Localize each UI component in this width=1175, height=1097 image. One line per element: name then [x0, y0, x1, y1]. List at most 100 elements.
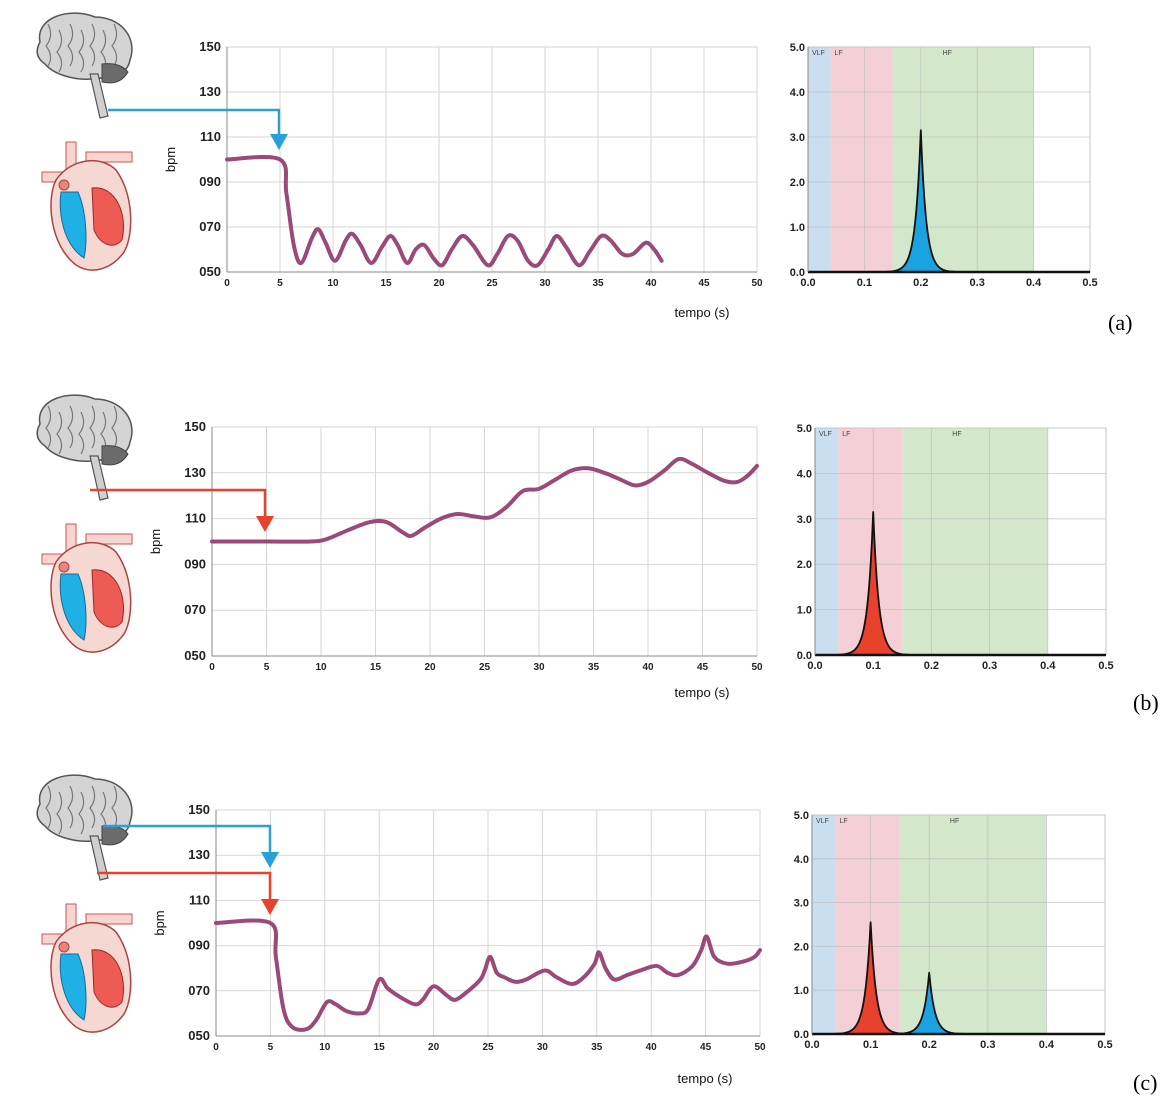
y-tick-label: 090: [199, 174, 221, 189]
y-tick-label: 110: [200, 129, 221, 144]
spectrum-y-tick-label: 5.0: [794, 810, 809, 822]
band-label: LF: [835, 50, 843, 57]
x-tick-label: 0: [213, 1042, 219, 1053]
x-tick-label: 10: [327, 278, 339, 289]
x-tick-label: 50: [751, 278, 763, 289]
spectrum-x-tick-label: 0.3: [970, 277, 985, 289]
band-label: LF: [842, 431, 850, 438]
heart-vessel: [85, 913, 133, 925]
x-tick-label: 15: [374, 1042, 386, 1053]
spectrum-y-tick-label: 1.0: [794, 985, 809, 997]
sympathetic-arrow: [90, 488, 274, 532]
x-tick-label: 5: [268, 1042, 274, 1053]
brain-cerebellum: [101, 445, 129, 466]
brain-fold: [56, 791, 63, 835]
spectrum-y-tick-label: 4.0: [790, 87, 805, 99]
y-tick-label: 070: [188, 983, 210, 998]
x-tick-label: 0: [209, 662, 215, 673]
spectrum-chart: VLF LF HF 0.0 0.1 0.2 0.3 0.4 0.5 0.0 1.0 2.0 3.0 4.0…: [797, 423, 1114, 672]
spectrum-y-tick-label: 1.0: [797, 605, 812, 617]
spectrum-x-tick-label: 0.4: [1040, 660, 1056, 672]
brain-fold: [56, 29, 63, 73]
x-tick-label: 25: [482, 1042, 494, 1053]
spectral-peak: [837, 511, 910, 656]
y-tick-label: 050: [184, 648, 206, 663]
spectrum-x-tick-label: 0.5: [1098, 660, 1113, 672]
x-tick-label: 35: [588, 662, 600, 673]
brain-fold: [78, 411, 85, 455]
heart-left-ventricle: [91, 569, 124, 628]
brain-fold: [78, 29, 85, 73]
band-hf: [899, 815, 1047, 1034]
spectrum-y-tick-label: 0.0: [790, 267, 805, 279]
spectrum-y-tick-label: 0.0: [794, 1029, 809, 1041]
x-axis-label: tempo (s): [675, 685, 730, 700]
spectrum-y-tick-label: 2.0: [790, 177, 805, 189]
brain-fold: [45, 23, 52, 67]
spectrum-y-tick-label: 4.0: [794, 854, 809, 866]
x-tick-label: 40: [645, 278, 657, 289]
y-axis-label: bpm: [148, 529, 163, 554]
brain-stem: [89, 835, 109, 881]
spectrum-x-tick-label: 0.1: [866, 660, 881, 672]
y-tick-label: 050: [188, 1028, 210, 1043]
panel-1: 0 5 10 15 20 25 30 35 40 45 50 050 070 090 110 130 150 bp…: [36, 12, 1132, 335]
brain-fold: [78, 791, 85, 835]
spectrum-x-tick-label: 0.1: [857, 277, 872, 289]
heart-right-ventricle: [59, 191, 87, 259]
y-tick-label: 130: [188, 847, 210, 862]
spectrum-y-tick-label: 5.0: [797, 423, 812, 435]
y-tick-label: 110: [185, 511, 206, 526]
brain-fold: [89, 785, 96, 829]
y-tick-label: 110: [189, 892, 210, 907]
y-tick-label: 150: [188, 802, 210, 817]
heart-rate-line: [225, 155, 664, 268]
y-axis-label: bpm: [163, 147, 178, 172]
brain-fold: [89, 23, 96, 67]
spectrum-y-tick-label: 1.0: [790, 222, 805, 234]
spectrum-x-tick-label: 0.3: [982, 660, 997, 672]
spectrum-x-tick-label: 0.5: [1097, 1039, 1112, 1051]
sympathetic-arrow: [97, 871, 279, 915]
brain-fold: [89, 405, 96, 449]
spectrum-chart: VLF LF HF 0.0 0.1 0.2 0.3 0.4 0.5 0.0 1.0 2.0 3.0 4.0…: [794, 810, 1113, 1051]
x-tick-label: 5: [264, 662, 270, 673]
brain-fold: [56, 411, 63, 455]
x-tick-label: 45: [697, 662, 709, 673]
panel-label: (c): [1133, 1070, 1157, 1095]
spectrum-y-tick-label: 0.0: [797, 650, 812, 662]
band-vlf: [812, 815, 836, 1034]
heart-right-ventricle: [59, 573, 87, 641]
x-tick-label: 25: [479, 662, 491, 673]
time-series-chart: 0 5 10 15 20 25 30 35 40 45 50 050 070 090 110 130 150 bp…: [163, 39, 763, 320]
panel-label: (b): [1133, 690, 1159, 715]
y-tick-label: 050: [199, 264, 221, 279]
x-tick-label: 40: [642, 662, 654, 673]
panel-label: (a): [1108, 310, 1132, 335]
panel-2: 0 5 10 15 20 25 30 35 40 45 50 050 070 090 110 130 150 bp…: [36, 394, 1159, 715]
brain-fold: [45, 405, 52, 449]
spectrum-x-tick-label: 0.5: [1082, 277, 1097, 289]
heart-rate-line: [210, 456, 759, 544]
x-tick-label: 0: [224, 278, 230, 289]
x-axis-label: tempo (s): [675, 305, 730, 320]
spectrum-x-tick-label: 0.4: [1026, 277, 1042, 289]
time-series-chart: 0 5 10 15 20 25 30 35 40 45 50 050 070 090 110 130 150 bp…: [152, 802, 766, 1086]
spectrum-y-tick-label: 5.0: [790, 42, 805, 54]
x-tick-label: 30: [537, 1042, 549, 1053]
brain-fold: [67, 23, 74, 67]
x-tick-label: 50: [754, 1042, 766, 1053]
x-tick-label: 20: [424, 662, 436, 673]
arrow-line: [108, 108, 281, 138]
spectrum-chart: VLF LF HF 0.0 0.1 0.2 0.3 0.4 0.5 0.0 1.0 2.0 3.0 4.0…: [790, 42, 1098, 289]
band-label: VLF: [812, 50, 825, 57]
y-tick-label: 130: [199, 84, 221, 99]
arrow-head: [256, 516, 274, 532]
x-tick-label: 50: [751, 662, 763, 673]
spectrum-y-tick-label: 2.0: [797, 559, 812, 571]
spectrum-y-tick-label: 3.0: [797, 514, 812, 526]
heart-node: [58, 941, 70, 953]
band-vlf: [808, 47, 831, 272]
x-tick-label: 35: [592, 278, 604, 289]
